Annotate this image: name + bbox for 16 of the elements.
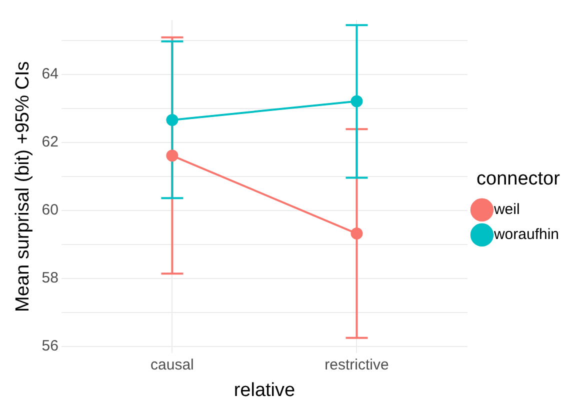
point xyxy=(350,228,363,240)
y-axis-title: Mean surprisal (bit) +95% CIs xyxy=(12,61,34,312)
point xyxy=(166,114,178,126)
legend-label: woraufhin xyxy=(492,226,560,244)
y-tick-label: 56 xyxy=(42,338,58,355)
legend-label: weil xyxy=(492,201,520,218)
x-tick-label: causal xyxy=(150,356,194,374)
point xyxy=(350,95,363,108)
y-tick-label: 62 xyxy=(42,134,58,151)
y-tick-label: 58 xyxy=(42,270,58,287)
y-tick-label: 64 xyxy=(42,66,58,83)
x-tick-label: restrictive xyxy=(324,356,389,374)
point xyxy=(166,150,178,162)
y-tick-label: 60 xyxy=(42,202,58,219)
legend-title: connector xyxy=(476,168,561,190)
x-axis-title: relative xyxy=(234,380,296,401)
